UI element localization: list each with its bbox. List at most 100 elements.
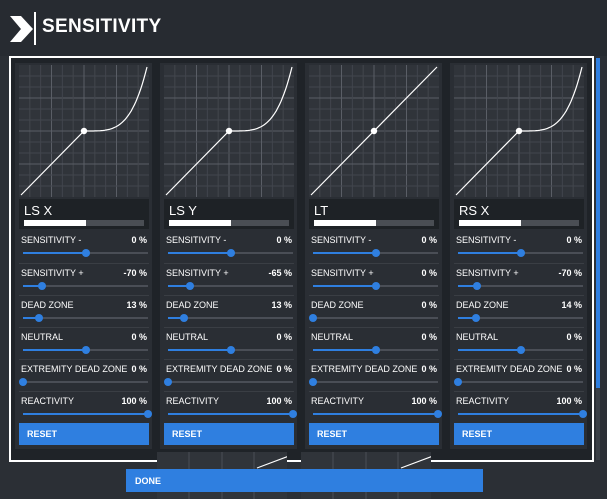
slider-handle[interactable] [454,378,462,386]
response-curve-svg [454,65,584,197]
setting-slider[interactable] [458,410,587,418]
setting-row: SENSITIVITY + 0 % [309,263,439,294]
slider-handle[interactable] [226,249,235,257]
reset-button[interactable]: RESET [309,423,439,445]
slider-handle[interactable] [289,410,297,418]
response-curve-svg [164,65,294,197]
setting-label: REACTIVITY [311,396,365,406]
slider-fill [313,252,376,254]
setting-value: 13 % [126,300,147,310]
setting-slider[interactable] [23,346,148,354]
setting-value: 0 % [131,332,147,342]
setting-slider[interactable] [309,378,438,386]
reset-button[interactable]: RESET [164,423,294,445]
setting-slider[interactable] [23,410,152,418]
axis-input-fill [459,220,522,226]
setting-slider[interactable] [458,346,583,354]
slider-handle[interactable] [81,249,90,257]
setting-row: SENSITIVITY - 0 % [309,231,439,261]
slider-handle[interactable] [579,410,587,418]
setting-slider[interactable] [168,249,293,257]
setting-label: DEAD ZONE [21,300,74,310]
slider-handle[interactable] [516,249,525,257]
slider-handle[interactable] [371,249,380,257]
setting-row: EXTREMITY DEAD ZONE 0 % [454,359,584,390]
setting-slider[interactable] [313,410,442,418]
setting-label: EXTREMITY DEAD ZONE [21,364,128,374]
setting-slider[interactable] [309,314,438,322]
axis-input-bar [169,220,289,226]
slider-fill [313,413,438,415]
setting-label: NEUTRAL [311,332,354,342]
setting-slider[interactable] [23,249,148,257]
slider-handle[interactable] [371,282,380,290]
reset-button-label: RESET [317,429,348,439]
setting-slider[interactable] [168,282,293,290]
setting-slider[interactable] [313,282,438,290]
setting-slider[interactable] [458,314,583,322]
setting-slider[interactable] [168,314,293,322]
slider-handle[interactable] [434,410,442,418]
header-divider [34,12,36,45]
setting-slider[interactable] [458,282,583,290]
axis-name-label: LS Y [169,203,197,218]
setting-row: DEAD ZONE 14 % [454,295,584,326]
setting-slider[interactable] [164,378,293,386]
slider-handle[interactable] [472,282,481,290]
done-button-label: DONE [135,476,162,486]
setting-row: EXTREMITY DEAD ZONE 0 % [19,359,149,390]
slider-handle[interactable] [371,346,380,354]
slider-fill [458,413,583,415]
slider-handle[interactable] [164,378,172,386]
setting-slider[interactable] [19,378,148,386]
slider-handle[interactable] [309,314,317,322]
setting-label: EXTREMITY DEAD ZONE [166,364,273,374]
setting-value: 0 % [421,364,437,374]
reset-button-label: RESET [462,429,493,439]
axis-column-2: LT SENSITIVITY -0 % SENSITIVITY +0 % DEAD Z… [305,63,442,449]
setting-label: NEUTRAL [456,332,499,342]
setting-slider[interactable] [313,346,438,354]
setting-value: 0 % [276,332,292,342]
setting-slider[interactable] [23,282,148,290]
slider-handle[interactable] [37,282,46,290]
setting-label: REACTIVITY [21,396,75,406]
slider-handle[interactable] [81,346,90,354]
setting-value: 0 % [421,300,437,310]
axis-column-3: RS X SENSITIVITY - 0 % SENSITIVITY + -70 % DE… [450,63,587,449]
setting-label: NEUTRAL [166,332,209,342]
axis-input-fill [314,220,377,226]
axis-input-fill [24,220,87,226]
reset-button[interactable]: RESET [454,423,584,445]
slider-fill [168,413,293,415]
setting-slider[interactable] [458,249,583,257]
axis-input-fill [169,220,232,226]
slider-handle[interactable] [19,378,27,386]
axis-header: LS X [19,199,149,229]
scrollbar-thumb[interactable] [596,58,600,388]
slider-handle[interactable] [180,314,189,322]
slider-handle[interactable] [226,346,235,354]
reset-button[interactable]: RESET [19,423,149,445]
slider-handle[interactable] [516,346,525,354]
setting-slider[interactable] [168,346,293,354]
setting-slider[interactable] [454,378,583,386]
reset-button-label: RESET [27,429,58,439]
neutral-point [370,127,378,135]
response-curve-graph [164,65,294,197]
response-curve [165,66,293,196]
setting-slider[interactable] [313,249,438,257]
setting-slider[interactable] [23,314,148,322]
slider-handle[interactable] [185,282,194,290]
done-button[interactable]: DONE [126,469,483,492]
setting-label: SENSITIVITY - [166,235,227,245]
setting-value: -70 % [123,268,147,278]
slider-handle[interactable] [309,378,317,386]
slider-handle[interactable] [144,410,152,418]
slider-fill [168,317,185,319]
setting-slider[interactable] [168,410,297,418]
slider-handle[interactable] [35,314,44,322]
neutral-point [515,127,523,135]
setting-value: 0 % [421,332,437,342]
slider-handle[interactable] [471,314,480,322]
